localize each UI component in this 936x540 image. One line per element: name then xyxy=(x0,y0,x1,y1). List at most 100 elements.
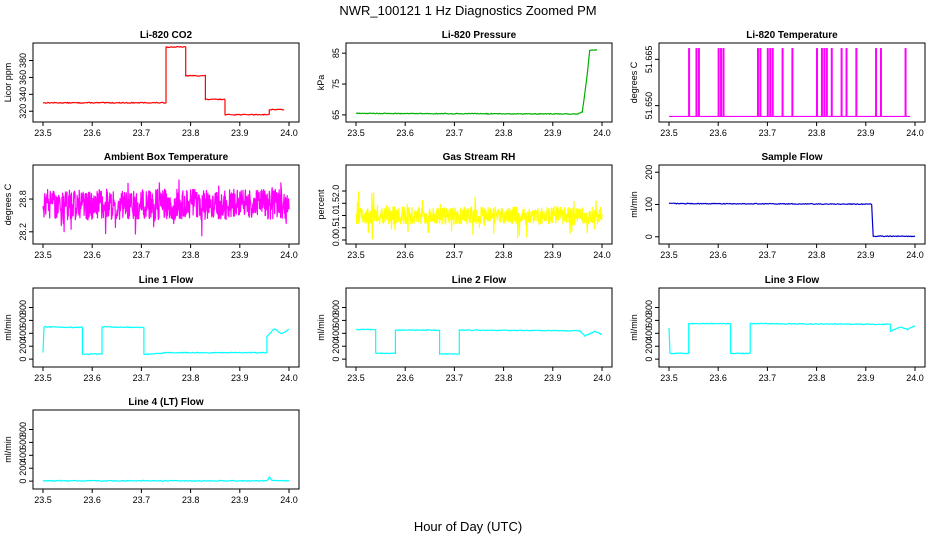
x-tick-label: 24.0 xyxy=(280,373,298,383)
series-li-820-pressure xyxy=(355,49,598,115)
x-tick-label: 23.9 xyxy=(231,373,249,383)
y-tick-label: 400 xyxy=(331,326,341,341)
x-tick-label: 24.0 xyxy=(593,128,611,138)
x-tick-label: 23.7 xyxy=(446,128,464,138)
x-tick-label: 23.5 xyxy=(660,128,678,138)
y-tick-label: 0 xyxy=(18,357,28,362)
x-tick-label: 23.8 xyxy=(182,250,200,260)
x-tick-label: 23.6 xyxy=(396,128,414,138)
x-tick-label: 23.6 xyxy=(396,373,414,383)
y-axis-label: degrees C xyxy=(3,183,13,225)
x-tick-label: 23.7 xyxy=(133,250,151,260)
y-tick-label: 1.5 xyxy=(331,197,341,210)
series-line-4-lt-flow xyxy=(42,476,290,482)
panel-title: Line 3 Flow xyxy=(765,275,820,286)
x-tick-label: 23.6 xyxy=(83,373,101,383)
x-tick-label: 23.7 xyxy=(133,495,151,505)
y-tick-label: 51.665 xyxy=(644,46,654,74)
x-tick-label: 23.7 xyxy=(133,373,151,383)
x-tick-label: 23.6 xyxy=(83,495,101,505)
x-tick-label: 23.9 xyxy=(857,128,875,138)
x-tick-label: 23.9 xyxy=(544,128,562,138)
x-tick-label: 23.8 xyxy=(182,128,200,138)
y-tick-label: 200 xyxy=(18,339,28,354)
y-tick-label: 1.0 xyxy=(331,209,341,222)
panel-li-820-temperature: Li-820 Temperature degrees C 23.5 23.6 23.7 2… xyxy=(629,30,926,138)
panel-title: Ambient Box Temperature xyxy=(104,152,229,163)
y-axis-label: ml/min xyxy=(316,314,326,341)
series-line-3-flow xyxy=(668,322,916,355)
x-tick-label: 23.6 xyxy=(709,128,727,138)
y-axis-label: ml/min xyxy=(3,314,13,341)
panel-line-4-lt-flow: Line 4 (LT) Flow ml/min 23.5 23.6 23.7 23.8 23… xyxy=(3,397,300,505)
y-tick-label: 400 xyxy=(18,326,28,341)
y-tick-label: 200 xyxy=(644,165,654,180)
y-tick-label: 2.0 xyxy=(331,185,341,198)
x-tick-label: 24.0 xyxy=(280,128,298,138)
y-tick-label: 85 xyxy=(331,48,341,58)
plot-frame xyxy=(345,287,613,368)
y-tick-label: 28.2 xyxy=(18,223,28,241)
x-tick-label: 23.8 xyxy=(495,250,513,260)
x-tick-label: 23.7 xyxy=(133,128,151,138)
y-tick-label: 0.0 xyxy=(331,234,341,247)
y-tick-label: 600 xyxy=(644,313,654,328)
x-tick-label: 23.5 xyxy=(347,128,365,138)
y-axis-label: degrees C xyxy=(629,61,639,103)
panel-ambient-box-temperature: Ambient Box Temperature degrees C 23.5 23.6… xyxy=(3,152,300,260)
panel-title: Line 4 (LT) Flow xyxy=(128,397,204,408)
x-tick-label: 23.5 xyxy=(34,250,52,260)
x-tick-label: 23.8 xyxy=(182,495,200,505)
y-tick-label: 600 xyxy=(18,435,28,450)
x-tick-label: 23.7 xyxy=(759,373,777,383)
panel-title: Gas Stream RH xyxy=(443,152,516,163)
y-tick-label: 800 xyxy=(18,422,28,437)
y-tick-label: 320 xyxy=(18,104,28,119)
panel-title: Line 2 Flow xyxy=(452,275,507,286)
series-line-2-flow xyxy=(355,328,603,355)
y-tick-label: 51.650 xyxy=(644,92,654,120)
x-tick-label: 23.8 xyxy=(495,373,513,383)
x-tick-label: 23.9 xyxy=(857,373,875,383)
x-tick-label: 23.8 xyxy=(808,250,826,260)
x-tick-label: 23.7 xyxy=(759,250,777,260)
panel-line-1-flow: Line 1 Flow ml/min 23.5 23.6 23.7 23.8 23.9 24.… xyxy=(3,275,300,383)
y-tick-label: 600 xyxy=(18,313,28,328)
panel-grid: Li-820 CO2 Licor ppm 23.5 23.6 23.7 23.8 23.9 2… xyxy=(3,30,926,505)
plot-frame xyxy=(658,42,926,123)
plot-frame xyxy=(32,287,300,368)
y-tick-label: 340 xyxy=(18,87,28,102)
x-tick-label: 24.0 xyxy=(906,373,924,383)
panel-title: Li-820 Pressure xyxy=(442,30,517,41)
figure-title: NWR_100121 1 Hz Diagnostics Zoomed PM xyxy=(339,3,596,18)
y-tick-label: 0 xyxy=(644,234,654,239)
plot-frame xyxy=(345,164,613,245)
x-tick-label: 23.6 xyxy=(396,250,414,260)
y-tick-label: 380 xyxy=(18,53,28,68)
plot-frame xyxy=(32,409,300,490)
y-tick-label: 800 xyxy=(331,300,341,315)
series-gas-stream-rh xyxy=(355,191,603,240)
x-tick-label: 23.9 xyxy=(231,128,249,138)
y-tick-label: 0 xyxy=(18,479,28,484)
y-tick-label: 400 xyxy=(18,448,28,463)
x-tick-label: 23.5 xyxy=(660,373,678,383)
series-li-820-temperature xyxy=(669,47,911,118)
x-tick-label: 23.6 xyxy=(709,250,727,260)
series-sample-flow xyxy=(668,202,916,238)
plot-frame xyxy=(32,164,300,245)
panel-li-820-pressure: Li-820 Pressure kPa 23.5 23.6 23.7 23.8 23.9 24… xyxy=(316,30,613,138)
y-axis-label: ml/min xyxy=(629,314,639,341)
y-tick-label: 800 xyxy=(644,300,654,315)
x-tick-label: 23.9 xyxy=(544,373,562,383)
y-tick-label: 200 xyxy=(18,461,28,476)
panel-line-3-flow: Line 3 Flow ml/min 23.5 23.6 23.7 23.8 23.9 24.… xyxy=(629,275,926,383)
x-tick-label: 23.5 xyxy=(34,495,52,505)
x-tick-label: 23.6 xyxy=(709,373,727,383)
y-tick-label: 0 xyxy=(331,357,341,362)
x-tick-label: 23.7 xyxy=(446,373,464,383)
panel-sample-flow: Sample Flow ml/min 23.5 23.6 23.7 23.8 23.9 24.… xyxy=(629,152,926,260)
panel-li-820-co2: Li-820 CO2 Licor ppm 23.5 23.6 23.7 23.8 23.9 2… xyxy=(3,30,300,138)
y-tick-label: 400 xyxy=(644,326,654,341)
